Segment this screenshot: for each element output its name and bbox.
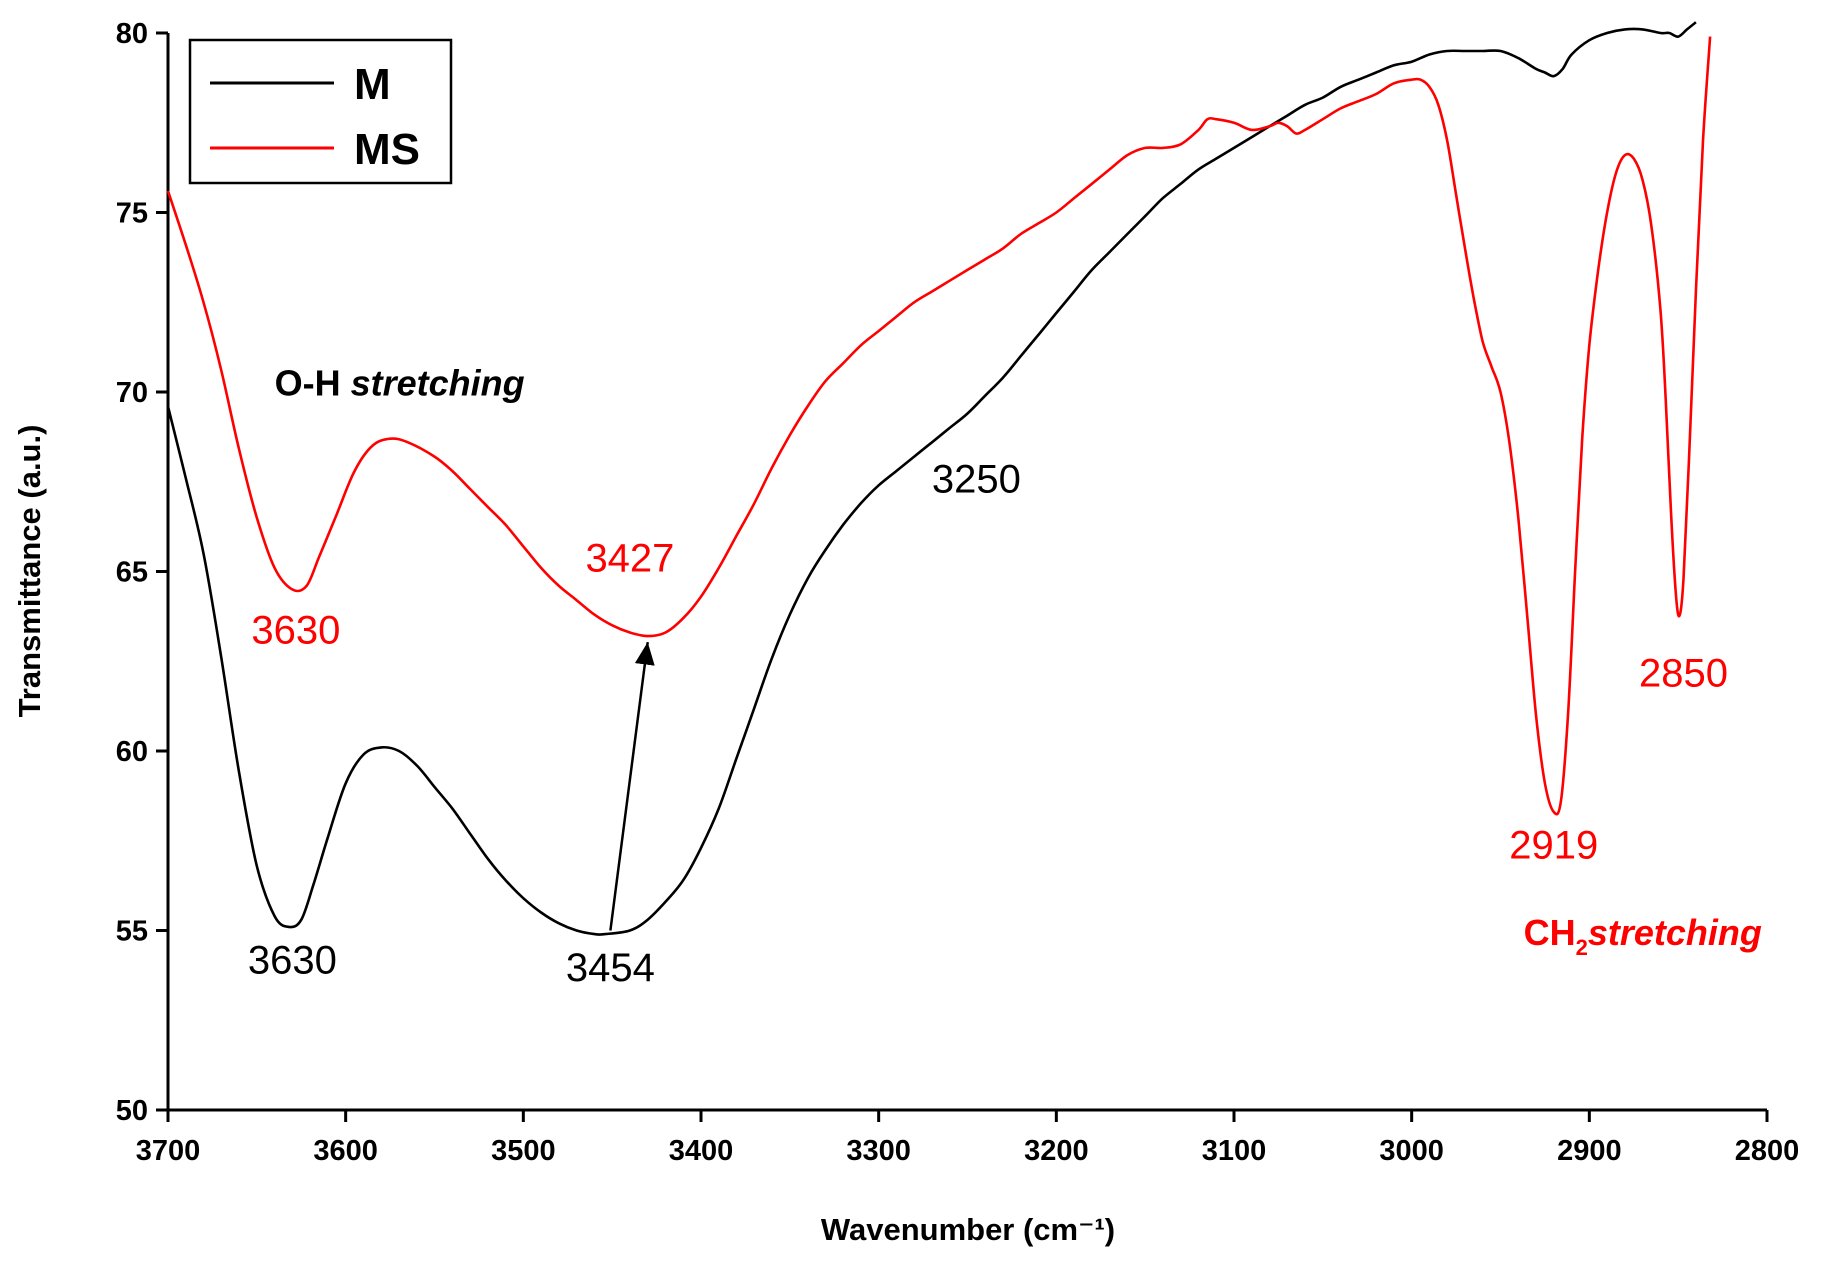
y-tick-label: 50	[116, 1095, 148, 1127]
y-tick-label: 70	[116, 377, 148, 409]
y-ticks: 50 55 60 65 70 75 80	[116, 18, 168, 1127]
y-tick-label: 60	[116, 736, 148, 768]
peak-annotations: 3630 3427 2919 2850 3630 3454 3250	[248, 458, 1728, 990]
legend-label-ms: MS	[354, 125, 420, 174]
y-tick-label: 75	[116, 198, 148, 230]
y-tick-label: 65	[116, 557, 148, 589]
oh-italic: stretching	[351, 363, 525, 404]
ch2-plain: CH	[1524, 912, 1576, 953]
x-tick-label: 3400	[669, 1135, 734, 1167]
y-tick-label: 55	[116, 916, 148, 948]
x-tick-label: 3500	[491, 1135, 556, 1167]
oh-plain: O-H	[275, 363, 351, 404]
ch2-subscript: 2	[1576, 935, 1588, 960]
oh-stretching-note: O-H stretching	[275, 363, 525, 404]
x-tick-label: 3100	[1202, 1135, 1267, 1167]
peak-label-m3630: 3630	[248, 939, 337, 983]
peak-label-ms2850: 2850	[1639, 651, 1728, 695]
x-ticks: 3700 3600 3500 3400 3300 3200 3100 3000 2900 2800	[136, 1110, 1800, 1167]
legend-label-m: M	[354, 60, 391, 109]
ch2-italic: stretching	[1588, 912, 1762, 953]
peak-label-m3454: 3454	[566, 946, 655, 990]
series-line-ms	[166, 36, 1712, 816]
peak-label-ms2919: 2919	[1509, 824, 1598, 868]
x-tick-label: 3600	[313, 1135, 378, 1167]
ch2-stretching-note: CH2stretching	[1524, 912, 1762, 960]
peak-shift-arrow	[609, 641, 655, 931]
x-tick-label: 2900	[1557, 1135, 1622, 1167]
x-tick-label: 3700	[136, 1135, 201, 1167]
peak-label-ms3630: 3630	[251, 608, 340, 652]
y-axis-title: Transmittance (a.u.)	[12, 425, 47, 718]
x-axis-title: Wavenumber (cm⁻¹)	[821, 1212, 1115, 1247]
legend: M MS	[188, 38, 453, 185]
peak-label-m3250: 3250	[932, 458, 1021, 502]
legend-box	[188, 38, 453, 185]
series-line-m	[166, 21, 1697, 936]
x-tick-label: 2800	[1735, 1135, 1800, 1167]
series-layer	[166, 21, 1712, 936]
x-tick-label: 3200	[1024, 1135, 1089, 1167]
x-tick-label: 3000	[1379, 1135, 1444, 1167]
y-tick-label: 80	[116, 18, 148, 50]
x-tick-label: 3300	[846, 1135, 911, 1167]
peak-label-ms3427: 3427	[585, 537, 674, 581]
